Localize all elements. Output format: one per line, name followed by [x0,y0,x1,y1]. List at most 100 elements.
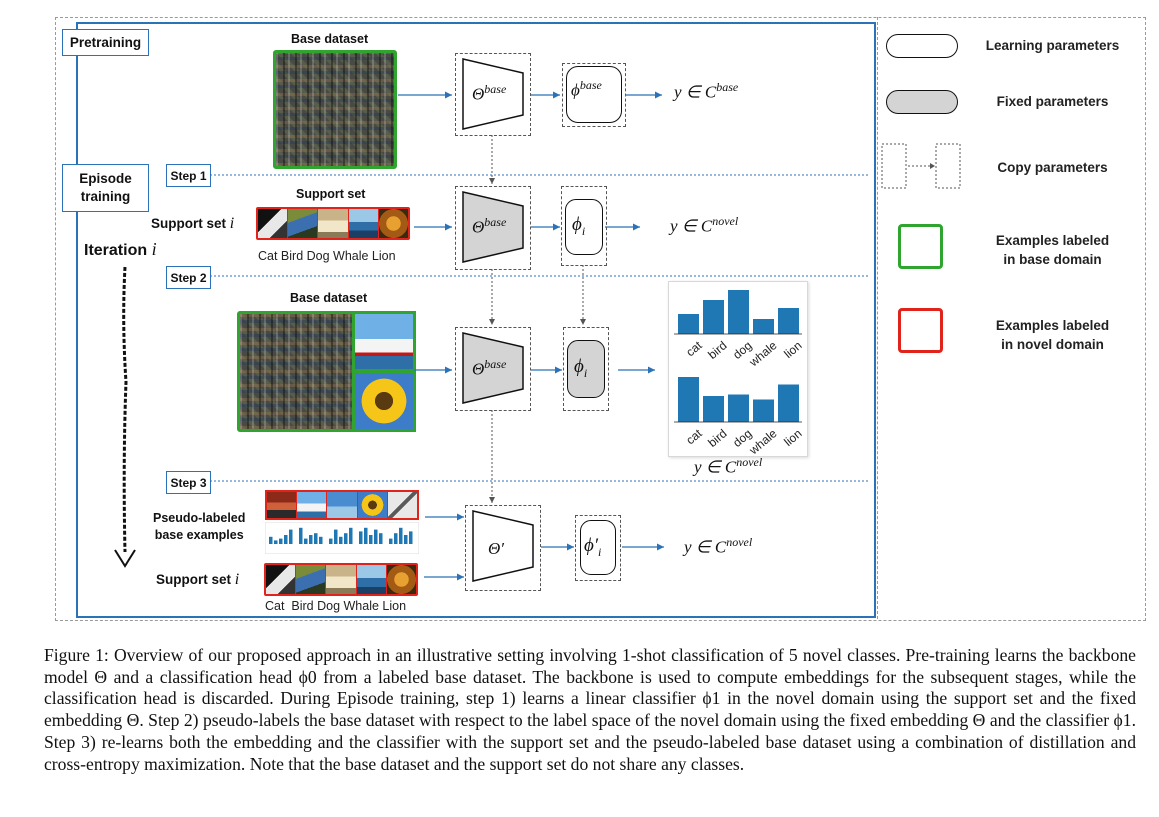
mini-bar [319,536,323,544]
y-in-c-2: y ∈ C [694,457,737,477]
base-dataset-title-top: Base dataset [291,32,369,46]
head-box-step2 [563,327,609,411]
pretraining-tag: Pretraining [62,29,149,56]
episode-training-tag: Episode training [62,164,149,212]
theta-base-pretrain: Θbase [472,82,506,105]
y-in-c-1: y ∈ C [670,216,713,236]
mini-bar [279,538,283,544]
bar-bird [703,300,724,334]
legend-divider [877,17,878,619]
output-step2: y ∈ Cnovel [694,455,762,478]
mini-bar [314,533,318,544]
mini-bar [334,529,338,544]
encoder-trapezoid-pretrain [462,58,524,130]
lion-image-3 [386,565,417,594]
pseudo-line1: Pseudo-labeled [153,511,246,525]
dog-image-3 [326,565,356,594]
support-set-text-3: Support set [156,572,232,587]
theta-prime: Θ′ [488,539,504,558]
mini-bar [289,529,293,544]
mini-bar [404,535,408,544]
support-set-text: Support set [151,216,227,231]
support-set-var-3: i [234,571,240,588]
bar-dog [728,394,749,422]
encoder-trapezoid-step1 [462,191,524,263]
bar-bird [703,396,724,422]
mini-bar [379,533,383,544]
novel-sup-2: novel [736,455,763,469]
legend-base-shape [898,224,943,269]
theta-base-step1: Θbase [472,215,506,238]
legend-learning-label: Learning parameters [985,38,1120,53]
bird-image [288,209,318,238]
base-sup-2: base [484,357,507,371]
phi-symbol: ϕ [571,80,580,100]
mini-bar [389,538,393,544]
bar-dog [728,290,749,334]
legend-novel-label: Examples labeled in novel domain [975,316,1130,354]
theta-symbol: Θ [472,84,485,104]
base-sup-phi: base [579,78,602,92]
support-set-var: i [229,215,235,232]
base-dataset-title-mid: Base dataset [290,291,368,305]
flow-arrows [398,91,664,581]
base-sup-out: base [716,80,739,94]
iteration-text: Iteration [84,242,148,259]
lion-image [378,209,409,238]
legend-base-label: Examples labeled in base domain [975,231,1130,269]
legend-novel-shape [898,308,943,353]
support-images-step3 [264,563,418,596]
whale-image [348,209,378,238]
legend-novel-line2: in novel domain [1001,337,1104,352]
legend-copy-label: Copy parameters [997,160,1108,175]
head-box-step3 [575,515,621,581]
pseudo-image-3 [327,492,357,518]
theta-symbol-1: Θ [472,217,485,237]
base-dataset-mosaic-top [273,50,397,169]
phi-symbol-1: ϕ [572,214,582,235]
mini-bar [329,538,333,544]
mini-bar [269,536,273,544]
bird-image-3 [296,565,326,594]
head-step3 [580,520,616,575]
encoder-box-step3 [465,505,541,591]
step1-tag: Step 1 [166,164,211,187]
pseudo-label-mini-charts [265,522,419,554]
support-images-step1 [256,207,410,240]
mini-bar [309,535,313,544]
figure-outer-frame [55,17,1146,621]
head-pretrain [566,66,622,123]
output-pretrain: y ∈ Cbase [674,80,738,103]
head-step1 [565,199,603,255]
iteration-label: Iteration i [84,239,157,260]
encoder-trapezoid-step2 [462,332,524,404]
bar-cat [678,377,699,422]
mini-bar [399,527,403,544]
mini-bar [339,536,343,544]
base-sup: base [484,82,507,96]
pseudo-labeled-label: Pseudo-labeled base examples [153,510,245,544]
output-step1: y ∈ Cnovel [670,214,738,237]
phi-symbol-2: ϕ [574,356,584,377]
i-sub-1: i [581,223,586,238]
phi-prime-i: ϕ′i [584,535,601,560]
figure-caption: Figure 1: Overview of our proposed appro… [44,645,1136,775]
novel-sup-1: novel [712,214,739,228]
pseudo-line2: base examples [154,528,244,542]
mini-bar [369,535,373,544]
mini-bar [299,527,303,544]
novel-sup-3: novel [726,535,753,549]
phi-i-step1: ϕi [572,214,585,239]
mini-bar [359,531,363,544]
mini-bar [364,527,368,544]
encoder-trapezoid-step3 [472,510,534,582]
phi-i-step2: ϕi [574,356,587,381]
y-in-c-3: y ∈ C [684,537,727,557]
step2-tag: Step 2 [166,266,211,289]
support-set-row-label-step3: Support set i [156,571,239,589]
sunflower-image [352,370,416,432]
cat-image-3 [266,565,296,594]
encoder-box-step1 [455,186,531,270]
pseudo-images [265,490,419,520]
